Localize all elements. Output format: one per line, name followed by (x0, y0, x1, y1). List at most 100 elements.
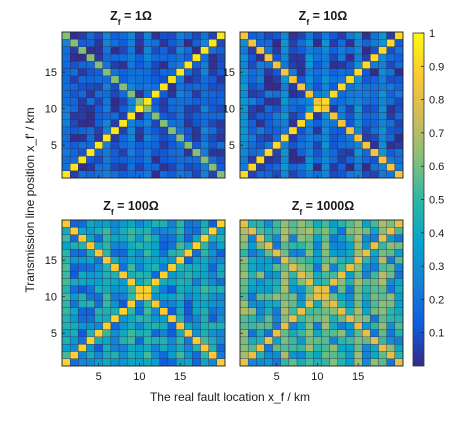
heatmap-cell (110, 285, 120, 294)
heatmap-cell (272, 249, 281, 257)
heatmap-cell (167, 112, 177, 120)
heatmap-cell (337, 292, 347, 301)
heatmap-cell (167, 234, 177, 243)
heatmap-cell (184, 351, 193, 359)
heatmap-cell (78, 119, 87, 128)
heatmap-cell (272, 68, 281, 77)
heatmap-cell (192, 234, 201, 243)
heatmap-cell (321, 53, 330, 62)
heatmap-cell (239, 31, 249, 40)
heatmap-cell (370, 300, 379, 308)
heatmap-cell (313, 343, 322, 352)
heatmap-cell (345, 134, 355, 142)
heatmap-cell (305, 163, 314, 171)
heatmap-cell (208, 300, 218, 308)
heatmap-cell (216, 314, 226, 323)
heatmap-cell (272, 336, 281, 345)
heatmap-cell (192, 119, 201, 128)
heatmap-cell (110, 148, 120, 157)
heatmap-cell (394, 329, 404, 338)
heatmap-cell (256, 61, 265, 69)
heatmap-cell (94, 249, 103, 257)
heatmap-cell (61, 249, 71, 257)
heatmap-cell (184, 263, 193, 272)
heatmap-cell (386, 219, 396, 228)
heatmap-cell (296, 227, 306, 235)
heatmap-cell (313, 148, 322, 157)
heatmap-cell (86, 126, 95, 135)
heatmap-cell (264, 322, 273, 330)
heatmap-cell (151, 155, 161, 164)
heatmap-cell (239, 53, 249, 62)
heatmap-cell (247, 134, 257, 142)
heatmap-cell (386, 134, 396, 142)
heatmap-cell (175, 351, 185, 359)
heatmap-cell (127, 314, 136, 323)
heatmap-cell (337, 322, 347, 330)
heatmap-cell (394, 90, 404, 98)
heatmap-cell (143, 75, 152, 84)
heatmap-cell (296, 241, 306, 250)
heatmap-cell (118, 358, 128, 367)
heatmap-cell (200, 241, 209, 250)
heatmap-cell (78, 314, 87, 323)
heatmap-cell (353, 148, 363, 157)
heatmap-cell (135, 61, 144, 69)
heatmap-cell (329, 104, 339, 113)
heatmap-cell (184, 155, 193, 164)
heatmap-cell (345, 97, 355, 106)
heatmap-cell (394, 126, 404, 135)
heatmap-cell (216, 256, 226, 265)
heatmap-cell (127, 163, 136, 171)
heatmap-cell (175, 263, 185, 272)
heatmap-cell (305, 358, 314, 367)
heatmap-cell (329, 270, 339, 279)
heatmap-cell (272, 82, 281, 91)
heatmap-cell (159, 241, 169, 250)
heatmap-cell (313, 351, 322, 359)
heatmap-cell (313, 97, 322, 106)
heatmap-cell (184, 134, 193, 142)
heatmap-cell (264, 148, 273, 157)
heatmap-cell (378, 119, 387, 128)
heatmap-cell (110, 278, 120, 286)
heatmap-cell (272, 61, 281, 69)
heatmap-cell (184, 358, 193, 367)
heatmap-cell (362, 343, 371, 352)
heatmap-cell (370, 336, 379, 345)
heatmap-cell (118, 126, 128, 135)
heatmap-cell (94, 241, 103, 250)
heatmap-cell (94, 336, 103, 345)
heatmap-cell (337, 155, 347, 164)
heatmap-cell (247, 285, 257, 294)
heatmap-cell (345, 163, 355, 171)
heatmap-cell (94, 90, 103, 98)
heatmap-cell (264, 219, 273, 228)
heatmap-cell (135, 134, 144, 142)
heatmap-cell (329, 314, 339, 323)
heatmap-cell (127, 61, 136, 69)
heatmap-cell (86, 53, 95, 62)
heatmap-cell (69, 300, 79, 308)
heatmap-cell (362, 155, 371, 164)
heatmap-cell (386, 53, 396, 62)
heatmap-cell (127, 141, 136, 150)
heatmap-cell (394, 343, 404, 352)
heatmap-cell (272, 163, 281, 171)
heatmap-cell (264, 97, 273, 106)
heatmap-cell (337, 75, 347, 84)
heatmap-cell (69, 97, 79, 106)
heatmap-cell (135, 234, 144, 243)
heatmap-cell (345, 170, 355, 179)
heatmap-cell (135, 97, 144, 106)
heatmap-cell (353, 270, 363, 279)
heatmap-cell (159, 163, 169, 171)
heatmap-cell (200, 112, 209, 120)
heatmap-cell (167, 358, 177, 367)
heatmap-cell (127, 53, 136, 62)
heatmap-cell (370, 307, 379, 316)
heatmap-cell (247, 241, 257, 250)
heatmap-cell (159, 53, 169, 62)
heatmap-cell (272, 119, 281, 128)
heatmap-cell (151, 329, 161, 338)
